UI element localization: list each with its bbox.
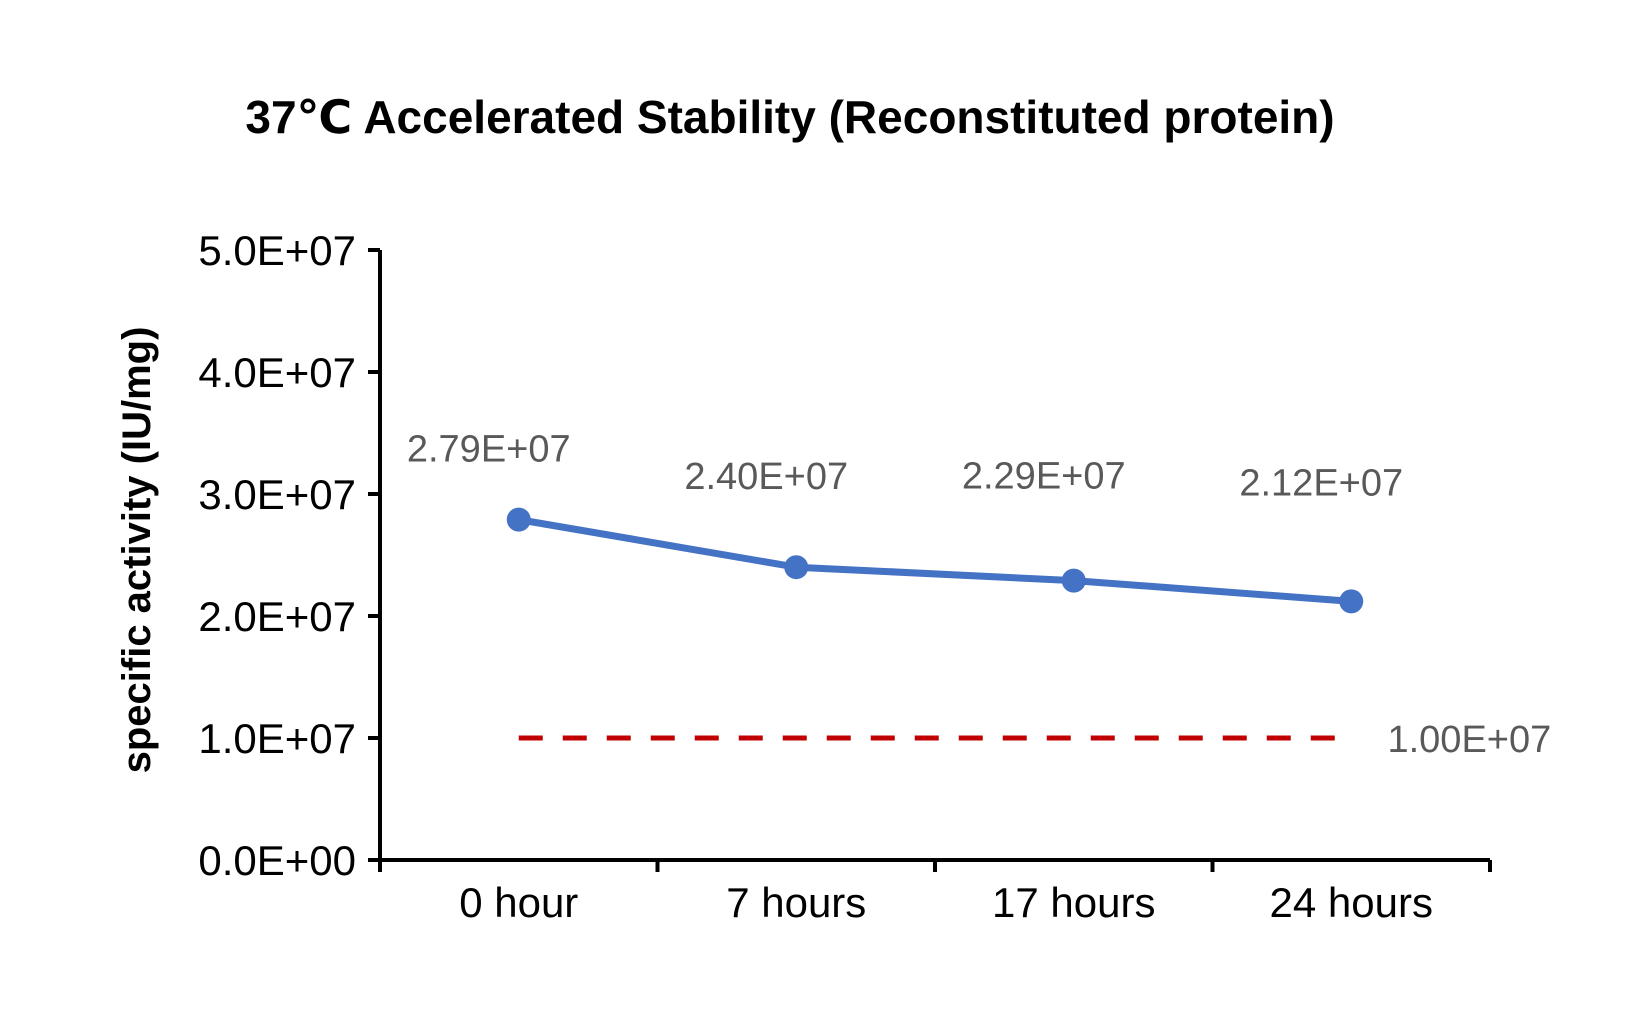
y-tick-label: 0.0E+00 <box>198 837 356 884</box>
x-tick-label: 17 hours <box>992 879 1155 926</box>
series-layer <box>506 507 1364 741</box>
y-axis-label: specific activity (IU/mg) <box>115 327 159 774</box>
x-tick-label: 7 hours <box>726 879 866 926</box>
y-tick-label: 1.0E+07 <box>198 715 356 762</box>
y-tick-label: 3.0E+07 <box>198 471 356 518</box>
data-point <box>784 555 809 580</box>
axes: 0.0E+00 1.0E+07 2.0E+07 3.0E+07 4.0E+07 5.0E+… <box>198 227 1492 926</box>
data-labels: 2.79E+07 2.40E+07 2.29E+07 2.12E+07 1.00E+07 <box>407 429 1551 761</box>
data-label: 2.12E+07 <box>1239 462 1403 504</box>
data-point <box>1061 568 1086 593</box>
data-label: 2.40E+07 <box>684 456 848 498</box>
chart-title: 37℃ Accelerated Stability (Reconstituted… <box>245 91 1334 143</box>
x-tick-label: 0 hour <box>459 879 578 926</box>
y-tick-label: 2.0E+07 <box>198 593 356 640</box>
y-tick-label: 5.0E+07 <box>198 227 356 274</box>
x-tick-label: 24 hours <box>1270 879 1433 926</box>
reference-line-label: 1.00E+07 <box>1387 719 1551 761</box>
data-point <box>506 507 531 532</box>
data-label: 2.29E+07 <box>962 456 1126 498</box>
data-label: 2.79E+07 <box>407 429 571 471</box>
y-tick-label: 4.0E+07 <box>198 349 356 396</box>
series-line <box>515 516 1355 605</box>
data-point <box>1339 589 1364 614</box>
